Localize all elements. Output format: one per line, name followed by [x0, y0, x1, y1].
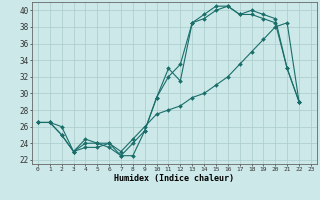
- X-axis label: Humidex (Indice chaleur): Humidex (Indice chaleur): [115, 174, 234, 183]
